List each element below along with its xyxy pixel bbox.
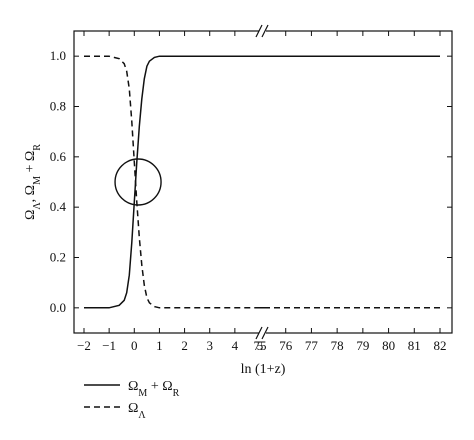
y-tick-label: 1.0 xyxy=(50,48,66,63)
series-line-1-part-1 xyxy=(84,55,260,309)
series-lines xyxy=(84,55,440,309)
x-tick-label: 79 xyxy=(356,338,369,353)
axis-break-slash xyxy=(255,24,263,38)
y-axis-title: ΩΛ, ΩM + ΩR xyxy=(23,144,43,220)
x-tick-label: 80 xyxy=(382,338,395,353)
x-tick-label: 3 xyxy=(206,338,213,353)
x-tick-label: 1 xyxy=(156,338,163,353)
series-line-2-part-1 xyxy=(84,55,260,309)
x-tick-label: 2 xyxy=(181,338,188,353)
plot-area-border xyxy=(73,30,453,334)
x-tick-label: −1 xyxy=(102,338,116,353)
axis-break-gap xyxy=(259,25,266,37)
plot-frame xyxy=(73,30,453,334)
axis-break-slash xyxy=(255,326,263,340)
y-tick-label: 0.8 xyxy=(50,99,66,114)
y-tick-label: 0.2 xyxy=(50,250,66,265)
x-tick-label: 75 xyxy=(254,338,267,353)
x-tick-label: 81 xyxy=(408,338,421,353)
x-tick-label: 76 xyxy=(279,338,293,353)
x-axis-title: ln (1+z) xyxy=(241,362,286,377)
annotations xyxy=(114,158,162,206)
legend-label-2: ΩΛ xyxy=(128,401,146,421)
x-tick-label: 77 xyxy=(305,338,319,353)
tick-marks xyxy=(74,31,452,333)
x-tick-label: 78 xyxy=(331,338,344,353)
x-tick-label: 82 xyxy=(434,338,447,353)
x-tick-label: −2 xyxy=(77,338,91,353)
y-tick-label: 0.0 xyxy=(50,300,66,315)
highlight-circle xyxy=(114,158,162,206)
x-tick-label: 5 xyxy=(257,338,264,353)
legend-label-1: ΩM + ΩR xyxy=(128,379,180,399)
y-tick-label: 0.6 xyxy=(50,149,67,164)
axis-break-gap xyxy=(259,327,266,339)
x-tick-label: 0 xyxy=(131,338,138,353)
axis-break-marks xyxy=(255,24,269,340)
axis-break-slash xyxy=(261,326,269,340)
axis-break-slash xyxy=(261,24,269,38)
y-tick-label: 0.4 xyxy=(50,199,67,214)
tick-labels: −2 −1 0 1 2 3 4 575 76 77 78 79 80 81 82 0.0 0.2 0.4 0.6 0.… xyxy=(50,48,447,353)
x-tick-label: 4 xyxy=(232,338,239,353)
